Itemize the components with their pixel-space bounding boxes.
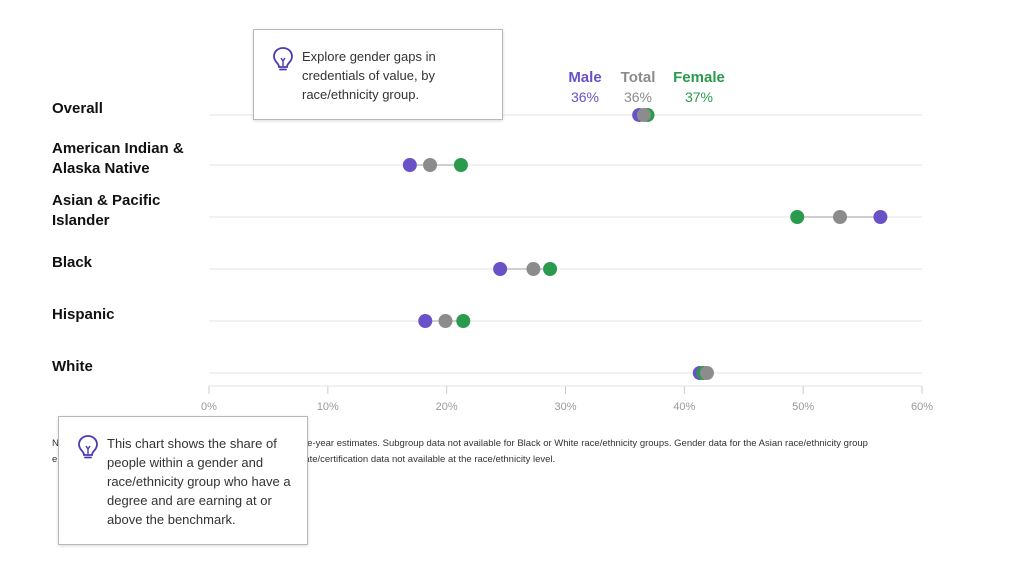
note-line-2: e ate/certification data not available at… — [52, 454, 556, 465]
row-label: Black — [52, 254, 93, 271]
row-label: Asian & Pacific Islander — [52, 192, 160, 229]
lightbulb-icon — [78, 435, 98, 459]
legend-total-value: 36% — [624, 89, 652, 105]
row-labels: Overall American Indian & Alaska Native Asi… — [52, 100, 184, 375]
gridlines — [209, 114, 922, 374]
total-dot[interactable] — [526, 262, 541, 276]
x-tick-label: 10% — [317, 401, 339, 413]
tooltip-text: Explore gender gaps in credentials of va… — [302, 49, 436, 102]
legend-female-label: Female — [673, 69, 725, 86]
row-label-line: Hispanic — [52, 306, 115, 323]
row-label: American Indian & Alaska Native — [52, 140, 184, 177]
row-label-line: Black — [52, 254, 93, 271]
x-tick-label: 30% — [554, 401, 576, 413]
row-label-line: American Indian & — [52, 140, 184, 157]
legend-female-value: 37% — [685, 89, 713, 105]
total-dot[interactable] — [636, 108, 651, 122]
row-label-line: White — [52, 358, 93, 375]
info-tooltip-bottom[interactable]: This chart shows the share of people wit… — [58, 416, 308, 545]
total-dot[interactable] — [833, 210, 848, 224]
male-dot[interactable] — [402, 158, 417, 172]
row-label-line: Islander — [52, 212, 110, 229]
female-dot[interactable] — [453, 158, 468, 172]
female-dot[interactable] — [456, 314, 471, 328]
x-axis-ticks: 0% 10% 20% 30% 40% 50% 60% — [201, 385, 933, 413]
x-tick-label: 60% — [911, 401, 933, 413]
x-tick-label: 40% — [673, 401, 695, 413]
x-tick-label: 50% — [792, 401, 814, 413]
row-label-line: Overall — [52, 100, 103, 117]
legend: Male 36% Total 36% Female 37% — [568, 69, 725, 105]
male-dot[interactable] — [493, 262, 508, 276]
data-dots[interactable] — [402, 108, 888, 380]
x-tick-label: 0% — [201, 401, 217, 413]
row-label: Hispanic — [52, 306, 115, 323]
total-dot[interactable] — [438, 314, 453, 328]
info-tooltip-top[interactable]: Explore gender gaps in credentials of va… — [253, 29, 503, 120]
row-label: Overall — [52, 100, 103, 117]
lightbulb-icon — [273, 47, 293, 71]
legend-total-label: Total — [621, 69, 656, 86]
total-dot[interactable] — [699, 366, 714, 380]
legend-male-label: Male — [568, 69, 601, 86]
row-label-line: Asian & Pacific — [52, 192, 160, 209]
female-dot[interactable] — [790, 210, 805, 224]
male-dot[interactable] — [873, 210, 888, 224]
female-dot[interactable] — [543, 262, 558, 276]
legend-male-value: 36% — [571, 89, 599, 105]
row-label-line: Alaska Native — [52, 160, 150, 177]
tooltip-text: This chart shows the share of people wit… — [107, 436, 291, 527]
male-dot[interactable] — [418, 314, 433, 328]
total-dot[interactable] — [423, 158, 438, 172]
x-tick-label: 20% — [436, 401, 458, 413]
row-label: White — [52, 358, 93, 375]
